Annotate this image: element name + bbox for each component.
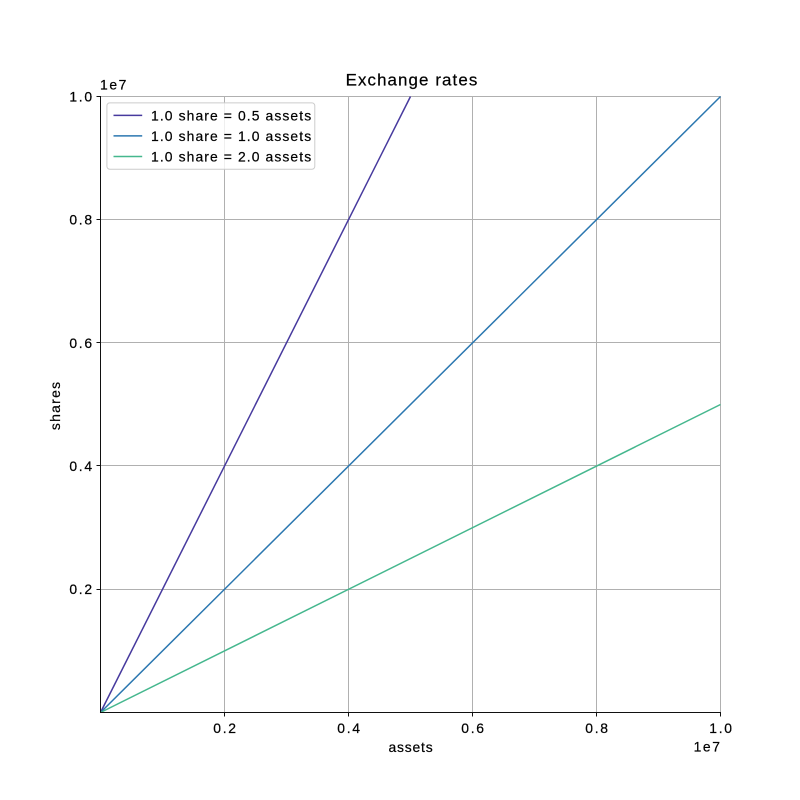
svg-text:1e7: 1e7 [100,77,128,93]
svg-text:0.2: 0.2 [69,581,93,597]
svg-text:0.6: 0.6 [69,335,93,351]
svg-text:0.8: 0.8 [585,720,609,736]
svg-text:0.4: 0.4 [69,458,93,474]
svg-text:assets: assets [389,739,434,755]
svg-text:1e7: 1e7 [694,739,722,755]
svg-text:0.4: 0.4 [337,720,361,736]
svg-text:1.0: 1.0 [709,720,733,736]
svg-text:0.8: 0.8 [69,212,93,228]
svg-text:1.0 share = 1.0 assets: 1.0 share = 1.0 assets [151,128,312,144]
svg-text:0.6: 0.6 [461,720,485,736]
svg-text:Exchange rates: Exchange rates [346,70,479,89]
svg-text:0.2: 0.2 [213,720,237,736]
svg-text:1.0 share = 0.5 assets: 1.0 share = 0.5 assets [151,108,312,124]
svg-text:shares: shares [47,381,63,431]
svg-text:1.0 share = 2.0 assets: 1.0 share = 2.0 assets [151,149,312,165]
svg-text:1.0: 1.0 [69,88,93,104]
